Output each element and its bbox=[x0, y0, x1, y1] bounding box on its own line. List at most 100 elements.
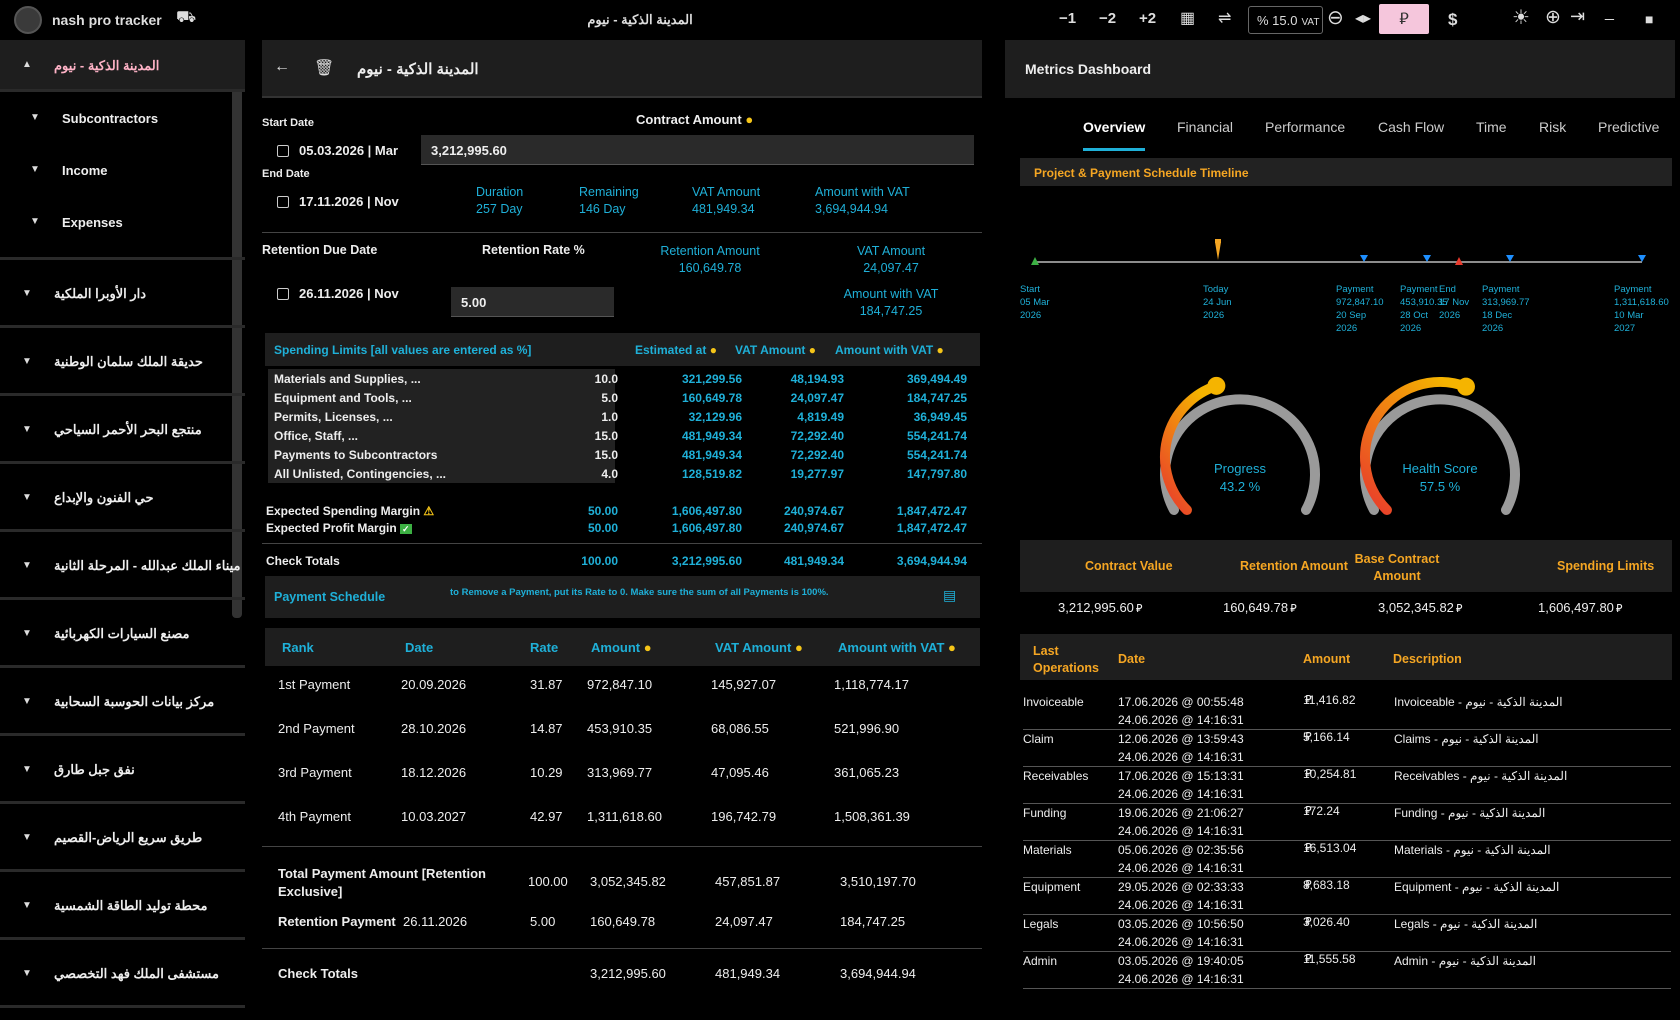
timeline-label: Payment 453,910.35 28 Oct 2026 bbox=[1400, 283, 1448, 335]
payment-marker bbox=[1638, 255, 1646, 262]
tab-overview[interactable]: Overview bbox=[1083, 119, 1146, 135]
trash-icon[interactable]: 🗑 bbox=[314, 60, 335, 77]
operation-date-updated: 24.06.2026 @ 14:16:31 bbox=[1118, 935, 1244, 949]
sidebar-item-project[interactable]: ▼ منتجع البحر الأحمر السياحي bbox=[0, 396, 245, 464]
tab-risk[interactable]: Risk bbox=[1539, 119, 1567, 135]
globe-icon[interactable]: ⊕ bbox=[1545, 7, 1561, 28]
sidebar-sub-subcontractors[interactable]: ▼ Subcontractors bbox=[0, 92, 245, 144]
payment-date[interactable]: 20.09.2026 bbox=[401, 677, 467, 692]
col-amount: Amount ● bbox=[591, 640, 652, 655]
back-arrow-icon[interactable]: ← bbox=[274, 58, 290, 75]
sidebar-item-project[interactable]: ▼ حديقة الملك سلمان الوطنية bbox=[0, 328, 245, 396]
amount-with-vat-value: 3,694,944.94 bbox=[815, 202, 888, 216]
operation-row[interactable]: Claim 12.06.2026 @ 13:59:43 24.06.2026 @ 1… bbox=[1023, 730, 1671, 767]
start-date-label: Start Date bbox=[262, 117, 314, 129]
operation-date-updated: 24.06.2026 @ 14:16:31 bbox=[1118, 750, 1244, 764]
retention-rate-input[interactable]: 5.00 bbox=[451, 287, 614, 317]
timeline-label-line: 2026 bbox=[1482, 323, 1504, 334]
tab-cash-flow[interactable]: Cash Flow bbox=[1378, 119, 1445, 135]
spending-pct[interactable]: 1.0 bbox=[601, 410, 618, 424]
spending-margin-label: Expected Spending Margin ⚠ bbox=[266, 504, 434, 518]
payment-date[interactable]: 10.03.2027 bbox=[401, 809, 467, 824]
operation-row[interactable]: Invoiceable 17.06.2026 @ 00:55:48 24.06.20… bbox=[1023, 693, 1671, 730]
contract-amount-input[interactable]: 3,212,995.60 bbox=[421, 135, 974, 165]
riyal-icon: ⃁ bbox=[1615, 603, 1623, 615]
minus-circle-icon[interactable]: ⊖ bbox=[1327, 7, 1344, 29]
truck-icon[interactable]: ⛟ bbox=[176, 9, 197, 26]
operation-row[interactable]: Equipment 29.05.2026 @ 02:33:33 24.06.2026… bbox=[1023, 878, 1671, 915]
metrics-header: Metrics Dashboard bbox=[1005, 40, 1675, 98]
operation-row[interactable]: Admin 03.05.2026 @ 19:40:05 24.06.2026 @ 1… bbox=[1023, 952, 1671, 989]
payment-rate[interactable]: 42.97 bbox=[530, 809, 563, 824]
profit-margin-row: Expected Profit Margin ✓ 50.00 1,606,497.8… bbox=[264, 518, 980, 537]
metrics-panel: Metrics Dashboard Overview Financial Perfo… bbox=[1005, 40, 1675, 1020]
payment-rate[interactable]: 14.87 bbox=[530, 721, 563, 736]
lightbulb-icon: ● bbox=[643, 640, 652, 655]
minus2-button[interactable]: −2 bbox=[1099, 10, 1117, 27]
sidebar-item-selected[interactable]: ▲ المدينة الذكية - نيوم bbox=[0, 40, 245, 92]
payment-rank: 1st Payment bbox=[278, 677, 351, 692]
summary-value: 3,052,345.82 ⃁ bbox=[1378, 600, 1462, 616]
sidebar-item-project[interactable]: ▼ مصنع السيارات الكهربائية bbox=[0, 600, 245, 668]
spending-pct[interactable]: 4.0 bbox=[601, 467, 618, 481]
sidebar-item-project[interactable]: ▼ محطة توليد الطاقة الشمسية bbox=[0, 872, 245, 940]
sidebar-item-project[interactable]: ▼ دار الأوبرا الملكية bbox=[0, 260, 245, 328]
end-date-field[interactable]: 17.11.2026 | Nov bbox=[277, 194, 399, 209]
spending-pct[interactable]: 5.0 bbox=[601, 391, 618, 405]
sidebar-sub-expenses[interactable]: ▼ Expenses bbox=[0, 196, 245, 260]
operation-row[interactable]: Receivables 17.06.2026 @ 15:13:31 24.06.20… bbox=[1023, 767, 1671, 804]
operation-row[interactable]: Funding 19.06.2026 @ 21:06:27 24.06.2026 @… bbox=[1023, 804, 1671, 841]
payment-rate[interactable]: 31.87 bbox=[530, 677, 563, 692]
sidebar-item-project[interactable]: ▼ مستشفى الملك فهد التخصصي bbox=[0, 940, 245, 1008]
align-icon[interactable]: ⇌ bbox=[1218, 10, 1232, 27]
sidebar-scrollbar[interactable] bbox=[232, 40, 242, 618]
timeline-label-line: Start bbox=[1020, 284, 1041, 295]
retention-payment-vat: 24,097.47 bbox=[715, 914, 773, 929]
sidebar-item-project[interactable]: ▼ نفق جبل طارق bbox=[0, 736, 245, 804]
summary-value-text: 3,212,995.60 bbox=[1058, 600, 1134, 615]
sidebar-item-project[interactable]: ▼ ميناء الملك عبدالله - المرحلة الثانية bbox=[0, 532, 245, 600]
divider bbox=[262, 948, 982, 949]
tab-predictive[interactable]: Predictive bbox=[1598, 119, 1660, 135]
start-date-field[interactable]: 05.03.2026 | Mar bbox=[277, 143, 398, 158]
minimize-icon[interactable]: _ bbox=[1605, 4, 1614, 21]
operation-row[interactable]: Legals 03.05.2026 @ 10:56:50 24.06.2026 @ … bbox=[1023, 915, 1671, 952]
operation-row[interactable]: Materials 05.06.2026 @ 02:35:56 24.06.2026… bbox=[1023, 841, 1671, 878]
dollar-currency-button[interactable]: $ bbox=[1448, 10, 1458, 29]
payment-check-label: Check Totals bbox=[278, 966, 358, 981]
summary-col: Retention Amount bbox=[1240, 559, 1348, 573]
vat-input[interactable]: % 15.0 VAT bbox=[1248, 6, 1323, 34]
minus1-button[interactable]: −1 bbox=[1059, 10, 1077, 27]
spending-limits-title: Spending Limits [all values are entered … bbox=[274, 343, 532, 357]
sun-icon[interactable]: ☀ bbox=[1512, 7, 1530, 29]
gauge-knob bbox=[1207, 376, 1226, 395]
tab-financial[interactable]: Financial bbox=[1177, 119, 1234, 135]
timeline-label-line: Payment bbox=[1614, 284, 1652, 295]
logout-icon[interactable]: ⇥ bbox=[1570, 6, 1586, 26]
spending-pct[interactable]: 15.0 bbox=[594, 429, 618, 443]
sidebar-item-project[interactable]: ▼ طريق سريع الرياض-القصيم bbox=[0, 804, 245, 872]
tab-time[interactable]: Time bbox=[1476, 119, 1507, 135]
payment-rate[interactable]: 10.29 bbox=[530, 765, 563, 780]
project-sidebar: ▲ المدينة الذكية - نيوم ▼ Subcontractors ▼… bbox=[0, 40, 245, 1020]
col-with-vat: Amount with VAT ● bbox=[835, 343, 944, 357]
payment-date[interactable]: 18.12.2026 bbox=[401, 765, 467, 780]
maximize-icon[interactable]: ■ bbox=[1645, 11, 1654, 27]
plus2-button[interactable]: +2 bbox=[1139, 10, 1157, 27]
col-with-vat: Amount with VAT ● bbox=[838, 640, 956, 655]
grid-icon[interactable]: ▦ bbox=[1180, 10, 1196, 27]
add-payment-icon[interactable]: ▤ bbox=[943, 587, 957, 603]
tab-performance[interactable]: Performance bbox=[1265, 119, 1346, 135]
sidebar-item-project[interactable]: ▼ مركز بيانات الحوسبة السحابية bbox=[0, 668, 245, 736]
retention-amount-value: 160,649.78 bbox=[678, 261, 742, 275]
spending-pct[interactable]: 10.0 bbox=[594, 372, 618, 386]
profit-margin-text: Expected Profit Margin bbox=[266, 521, 397, 535]
payment-rank: 2nd Payment bbox=[278, 721, 355, 736]
riyal-currency-button[interactable]: ⃁ bbox=[1379, 4, 1429, 34]
sidebar-item-project[interactable]: ▼ حي الفنون والإبداع bbox=[0, 464, 245, 532]
sidebar-sub-income[interactable]: ▼ Income bbox=[0, 144, 245, 196]
payment-date[interactable]: 28.10.2026 bbox=[401, 721, 467, 736]
swap-arrows-icon[interactable]: ◂▸ bbox=[1355, 10, 1372, 27]
spending-pct[interactable]: 15.0 bbox=[594, 448, 618, 462]
retention-due-field[interactable]: 26.11.2026 | Nov bbox=[277, 286, 399, 301]
